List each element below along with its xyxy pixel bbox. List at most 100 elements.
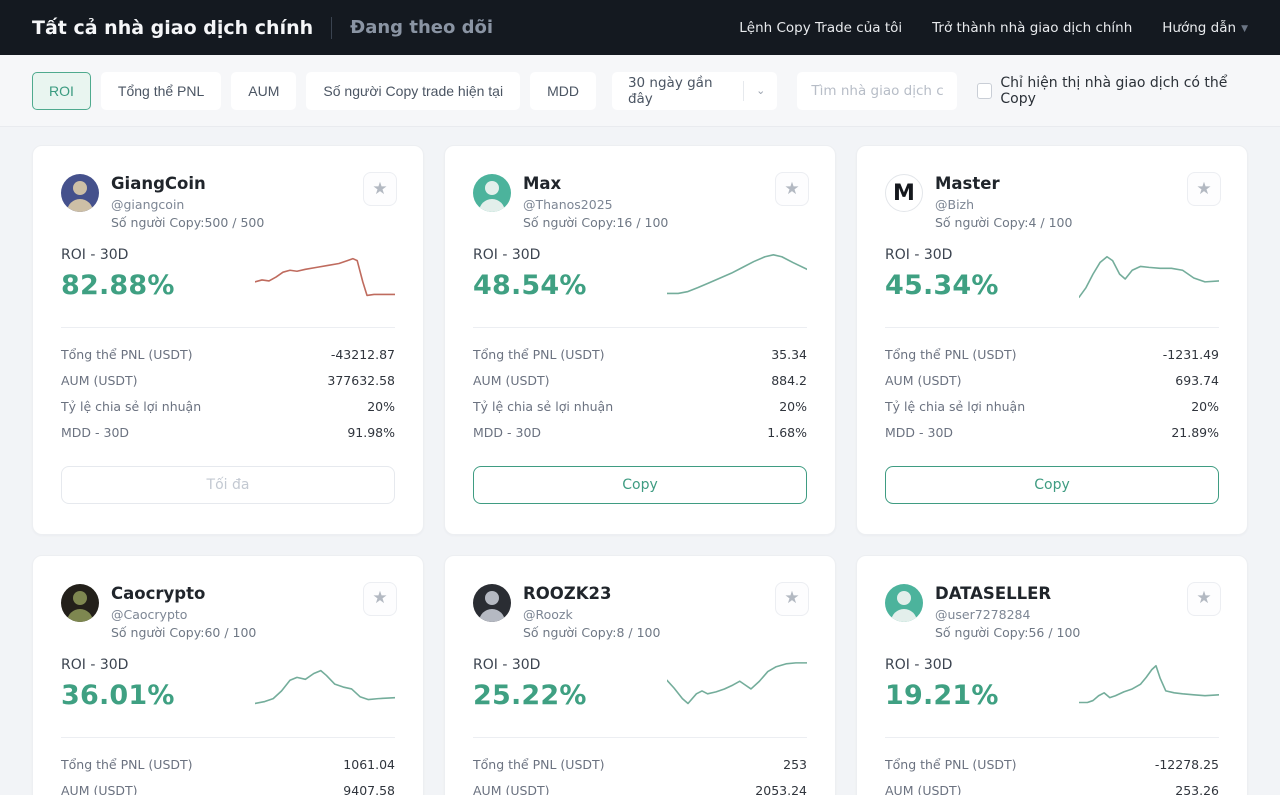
- favorite-star-button[interactable]: ★: [775, 172, 809, 206]
- nav-link-guide[interactable]: Hướng dẫn ▼: [1162, 20, 1248, 36]
- sort-button-copiers[interactable]: Số người Copy trade hiện tại: [306, 71, 521, 110]
- stat-label: Tổng thể PNL (USDT): [885, 347, 1017, 363]
- stat-value: 377632.58: [327, 373, 395, 389]
- trader-copy-count: Số người Copy:56 / 100: [935, 625, 1080, 641]
- card-action-button[interactable]: Tối đa: [61, 465, 395, 504]
- period-dropdown[interactable]: 30 ngày gần đây ⌄: [611, 71, 778, 110]
- stat-row: MDD - 30D 1.68%: [473, 420, 807, 446]
- cards-grid: GiangCoin @giangcoin Số người Copy:500 /…: [0, 127, 1280, 795]
- roi-block: ROI - 30D 19.21%: [885, 657, 999, 711]
- card-divider: [473, 326, 807, 328]
- trader-card[interactable]: ROOZK23 @Roozk Số người Copy:8 / 100 ★ R…: [444, 554, 836, 795]
- avatar-silhouette-body: [479, 199, 505, 212]
- trader-card[interactable]: M Master @Bizh Số người Copy:4 / 100 ★ R…: [856, 145, 1248, 535]
- chevron-down-icon: ▼: [1241, 23, 1248, 34]
- stat-label: Tổng thể PNL (USDT): [473, 757, 605, 773]
- avatar-silhouette-body: [67, 199, 93, 212]
- checkbox-label: Chỉ hiện thị nhà giao dịch có thể Copy: [1000, 74, 1228, 107]
- favorite-star-button[interactable]: ★: [363, 172, 397, 206]
- trader-meta: DATASELLER @user7278284 Số người Copy:56…: [935, 584, 1080, 641]
- trader-card[interactable]: Caocrypto @Caocrypto Số người Copy:60 / …: [32, 554, 424, 795]
- roi-period-label: ROI - 30D: [885, 656, 953, 673]
- trader-meta: Max @Thanos2025 Số người Copy:16 / 100: [523, 174, 668, 231]
- stat-row: Tổng thể PNL (USDT) 253: [473, 752, 807, 778]
- star-icon: ★: [1196, 588, 1212, 609]
- roi-value: 45.34%: [885, 269, 999, 301]
- avatar-silhouette-body: [479, 608, 505, 622]
- trader-name: GiangCoin: [111, 174, 206, 193]
- copy-count-value: 16 / 100: [616, 215, 669, 231]
- roi-period-label: ROI - 30D: [61, 656, 129, 673]
- nav-link-become-trader[interactable]: Trở thành nhà giao dịch chính: [932, 19, 1133, 36]
- sort-button-mdd[interactable]: MDD: [530, 71, 596, 110]
- stat-row: Tỷ lệ chia sẻ lợi nhuận 20%: [473, 394, 807, 420]
- stat-label: Tổng thể PNL (USDT): [61, 757, 193, 773]
- stat-row: Tổng thể PNL (USDT) -12278.25: [885, 752, 1219, 778]
- stat-value: -43212.87: [330, 347, 395, 363]
- roi-row: ROI - 30D 82.88%: [61, 247, 395, 307]
- copyable-only-checkbox-row[interactable]: Chỉ hiện thị nhà giao dịch có thể Copy: [977, 75, 1248, 107]
- trader-handle: @Bizh: [935, 196, 975, 212]
- tab-following[interactable]: Đang theo dõi: [350, 17, 494, 38]
- stat-row: AUM (USDT) 9407.58: [61, 778, 395, 795]
- stat-label: Tổng thể PNL (USDT): [61, 347, 193, 363]
- trader-meta: ROOZK23 @Roozk Số người Copy:8 / 100: [523, 584, 660, 641]
- stats-list: Tổng thể PNL (USDT) -43212.87 AUM (USDT)…: [61, 342, 395, 446]
- trader-handle: @giangcoin: [111, 196, 185, 212]
- tab-all-traders[interactable]: Tất cả nhà giao dịch chính: [32, 16, 314, 39]
- stat-row: MDD - 30D 21.89%: [885, 420, 1219, 446]
- stat-value: 2053.24: [755, 783, 807, 795]
- stat-value: 1.68%: [767, 425, 807, 441]
- sort-button-aum[interactable]: AUM: [231, 71, 297, 110]
- nav-link-my-copy-trades[interactable]: Lệnh Copy Trade của tôi: [739, 19, 903, 36]
- trader-handle: @user7278284: [935, 606, 1031, 622]
- favorite-star-button[interactable]: ★: [775, 581, 809, 616]
- checkbox-icon[interactable]: [977, 82, 993, 99]
- roi-sparkline-chart: [1079, 249, 1219, 307]
- avatar-glyph: M: [893, 180, 915, 206]
- avatar: [61, 583, 99, 622]
- copy-count-value: 8 / 100: [616, 625, 661, 641]
- card-divider: [885, 326, 1219, 328]
- trader-name: Caocrypto: [111, 583, 206, 603]
- stat-row: AUM (USDT) 377632.58: [61, 368, 395, 394]
- trader-meta: Caocrypto @Caocrypto Số người Copy:60 / …: [111, 584, 256, 641]
- nav-tab-divider: [331, 16, 333, 39]
- sort-button-total-pnl[interactable]: Tổng thể PNL: [100, 71, 222, 110]
- avatar-silhouette-body: [891, 608, 917, 622]
- trader-card[interactable]: Max @Thanos2025 Số người Copy:16 / 100 ★…: [444, 145, 836, 535]
- stat-row: AUM (USDT) 884.2: [473, 368, 807, 394]
- avatar: [885, 583, 923, 622]
- trader-name: ROOZK23: [523, 583, 612, 603]
- trader-copy-count: Số người Copy:60 / 100: [111, 625, 256, 641]
- stat-row: AUM (USDT) 2053.24: [473, 778, 807, 795]
- favorite-star-button[interactable]: ★: [1187, 581, 1221, 616]
- roi-value: 25.22%: [473, 679, 587, 711]
- card-header: ROOZK23 @Roozk Số người Copy:8 / 100: [473, 583, 807, 641]
- roi-value: 36.01%: [61, 679, 175, 711]
- stat-row: AUM (USDT) 693.74: [885, 368, 1219, 394]
- stat-row: Tỷ lệ chia sẻ lợi nhuận 20%: [885, 394, 1219, 420]
- trader-card[interactable]: GiangCoin @giangcoin Số người Copy:500 /…: [32, 145, 424, 535]
- favorite-star-button[interactable]: ★: [1187, 172, 1221, 206]
- trader-copy-count: Số người Copy:8 / 100: [523, 625, 660, 641]
- favorite-star-button[interactable]: ★: [363, 581, 397, 616]
- stat-label: AUM (USDT): [885, 373, 962, 389]
- sort-button-roi[interactable]: ROI: [32, 71, 91, 110]
- card-action-button[interactable]: Copy: [885, 465, 1219, 504]
- roi-block: ROI - 30D 36.01%: [61, 657, 175, 711]
- stat-label: MDD - 30D: [885, 425, 954, 441]
- card-action-button[interactable]: Copy: [473, 465, 807, 504]
- copy-count-prefix: Số người Copy:: [935, 625, 1029, 641]
- avatar-silhouette-head: [485, 590, 499, 605]
- copy-count-value: 4 / 100: [1028, 215, 1073, 231]
- stat-label: Tỷ lệ chia sẻ lợi nhuận: [61, 399, 202, 415]
- avatar: [473, 583, 511, 622]
- stats-list: Tổng thể PNL (USDT) -1231.49 AUM (USDT) …: [885, 342, 1219, 446]
- search-input[interactable]: [797, 71, 958, 110]
- stat-label: Tổng thể PNL (USDT): [885, 757, 1017, 773]
- avatar: M: [885, 174, 923, 212]
- stat-label: AUM (USDT): [61, 373, 138, 389]
- roi-value: 82.88%: [61, 269, 175, 301]
- trader-card[interactable]: DATASELLER @user7278284 Số người Copy:56…: [856, 554, 1248, 795]
